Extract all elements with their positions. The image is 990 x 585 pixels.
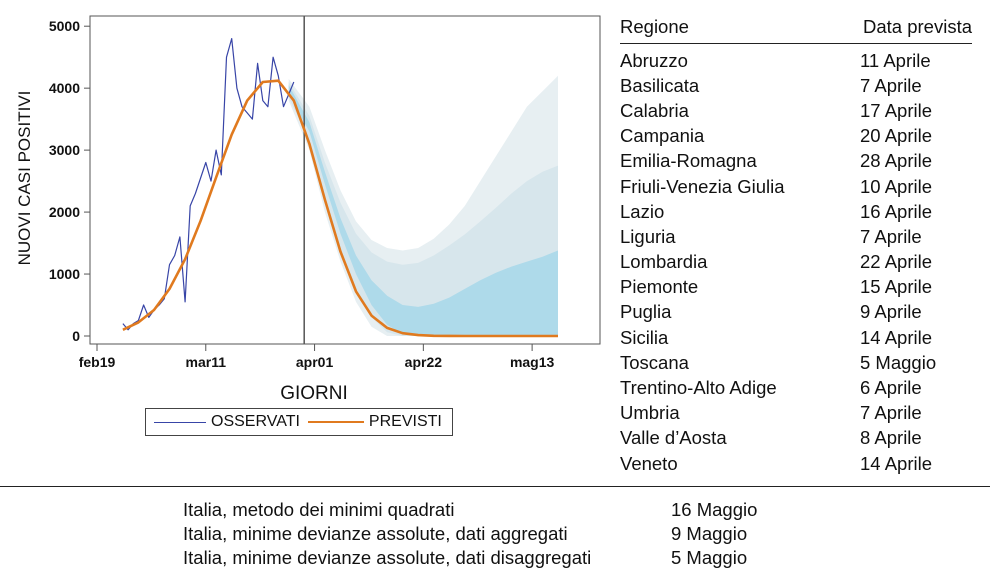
y-tick-label: 3000 [49, 142, 80, 158]
observed-swatch [154, 421, 206, 423]
region-date: 7 Aprile [860, 402, 922, 424]
region-row: Sicilia 14 Aprile [620, 325, 972, 350]
region-name: Friuli-Venezia Giulia [620, 175, 785, 197]
region-name: Valle d’Aosta [620, 427, 727, 449]
region-date: 17 Aprile [860, 99, 932, 121]
y-tick-label: 1000 [49, 266, 80, 282]
method-label: Italia, minime devianze assolute, dati a… [183, 523, 568, 544]
regions-table: Regione Data prevista Abruzzo 11 Aprile Ba… [620, 8, 972, 476]
y-tick-label: 0 [72, 328, 80, 344]
y-tick-label: 4000 [49, 80, 80, 96]
method-label: Italia, metodo dei minimi quadrati [183, 499, 455, 520]
predicted-series-line [122, 79, 558, 338]
region-row: Lombardia 22 Aprile [620, 250, 972, 275]
region-row: Campania 20 Aprile [620, 124, 972, 149]
region-date: 16 Aprile [860, 200, 932, 222]
legend-predicted-label: PREVISTI [368, 413, 442, 430]
regions-table-body: Abruzzo 11 Aprile Basilicata 7 Aprile Calabr… [620, 48, 972, 476]
section-divider [0, 486, 990, 487]
region-name: Veneto [620, 452, 678, 474]
region-date: 11 Aprile [860, 49, 931, 71]
region-date: 6 Aprile [860, 377, 922, 399]
x-tick-label: apr01 [296, 354, 334, 370]
confidence-bands [288, 75, 558, 337]
region-name: Basilicata [620, 74, 700, 96]
region-row: Piemonte 15 Aprile [620, 275, 972, 300]
region-row: Trentino-Alto Adige 6 Aprile [620, 375, 972, 400]
region-name: Toscana [620, 351, 689, 373]
region-date: 22 Aprile [860, 251, 932, 273]
region-date: 9 Aprile [860, 301, 922, 323]
region-row: Toscana 5 Maggio [620, 350, 972, 375]
region-row: Emilia-Romagna 28 Aprile [620, 149, 972, 174]
region-date: 14 Aprile [860, 452, 932, 474]
region-name: Lombardia [620, 251, 708, 273]
region-name: Calabria [620, 99, 689, 121]
predicted-swatch [307, 421, 364, 423]
region-row: Veneto 14 Aprile [620, 451, 972, 476]
header-date: Data prevista [863, 16, 972, 37]
region-date: 10 Aprile [860, 175, 932, 197]
method-date: 16 Maggio [671, 499, 758, 520]
region-date: 28 Aprile [860, 150, 932, 172]
method-label: Italia, minime devianze assolute, dati d… [183, 547, 592, 568]
chart-legend: OSSERVATI PREVISTI [145, 408, 453, 436]
region-date: 8 Aprile [860, 427, 922, 449]
region-date: 7 Aprile [860, 225, 922, 247]
region-row: Umbria 7 Aprile [620, 401, 972, 426]
italy-methods-table: Italia, metodo dei minimi quadrati 16 Ma… [183, 498, 757, 570]
region-name: Abruzzo [620, 49, 688, 71]
region-row: Lazio 16 Aprile [620, 199, 972, 224]
region-name: Emilia-Romagna [620, 150, 757, 172]
region-date: 14 Aprile [860, 326, 932, 348]
y-axis-ticks: 0 1000 2000 3000 4000 5000 [49, 18, 90, 344]
regions-table-header: Regione Data prevista [620, 8, 972, 44]
x-tick-label: mag13 [510, 354, 555, 370]
italy-method-row: Italia, minime devianze assolute, dati d… [183, 546, 757, 570]
region-date: 5 Maggio [860, 351, 937, 373]
italy-method-row: Italia, minime devianze assolute, dati a… [183, 522, 757, 546]
region-row: Puglia 9 Aprile [620, 300, 972, 325]
series-lines [122, 37, 558, 338]
region-name: Umbria [620, 402, 680, 424]
region-row: Friuli-Venezia Giulia 10 Aprile [620, 174, 972, 199]
region-name: Piemonte [620, 276, 699, 298]
x-axis-label: GIORNI [280, 383, 348, 400]
confidence-band [288, 85, 558, 336]
legend-observed-label: OSSERVATI [211, 413, 300, 430]
method-date: 9 Maggio [671, 523, 748, 544]
region-row: Basilicata 7 Aprile [620, 73, 972, 98]
region-name: Sicilia [620, 326, 669, 348]
region-date: 15 Aprile [860, 276, 932, 298]
header-region: Regione [620, 16, 689, 37]
forecast-chart: 0 1000 2000 3000 4000 5000 feb19 mar11 apr01 apr… [15, 15, 601, 400]
region-name: Trentino-Alto Adige [620, 377, 777, 399]
y-tick-label: 2000 [49, 204, 80, 220]
x-axis-ticks: feb19 mar11 apr01 apr22 mag13 [79, 344, 555, 370]
region-name: Liguria [620, 225, 676, 247]
x-tick-label: mar11 [186, 354, 227, 370]
y-tick-label: 5000 [49, 18, 80, 34]
region-name: Lazio [620, 200, 665, 222]
region-row: Valle d’Aosta 8 Aprile [620, 426, 972, 451]
x-tick-label: apr22 [405, 354, 443, 370]
region-row: Calabria 17 Aprile [620, 98, 972, 123]
method-date: 5 Maggio [671, 547, 748, 568]
region-row: Abruzzo 11 Aprile [620, 48, 972, 73]
y-axis-label: NUOVI CASI POSITIVI [15, 91, 34, 266]
italy-method-row: Italia, metodo dei minimi quadrati 16 Ma… [183, 498, 757, 522]
region-date: 7 Aprile [860, 74, 922, 96]
region-name: Puglia [620, 301, 672, 323]
region-row: Liguria 7 Aprile [620, 224, 972, 249]
x-tick-label: feb19 [79, 354, 116, 370]
region-name: Campania [620, 125, 705, 147]
region-date: 20 Aprile [860, 125, 932, 147]
